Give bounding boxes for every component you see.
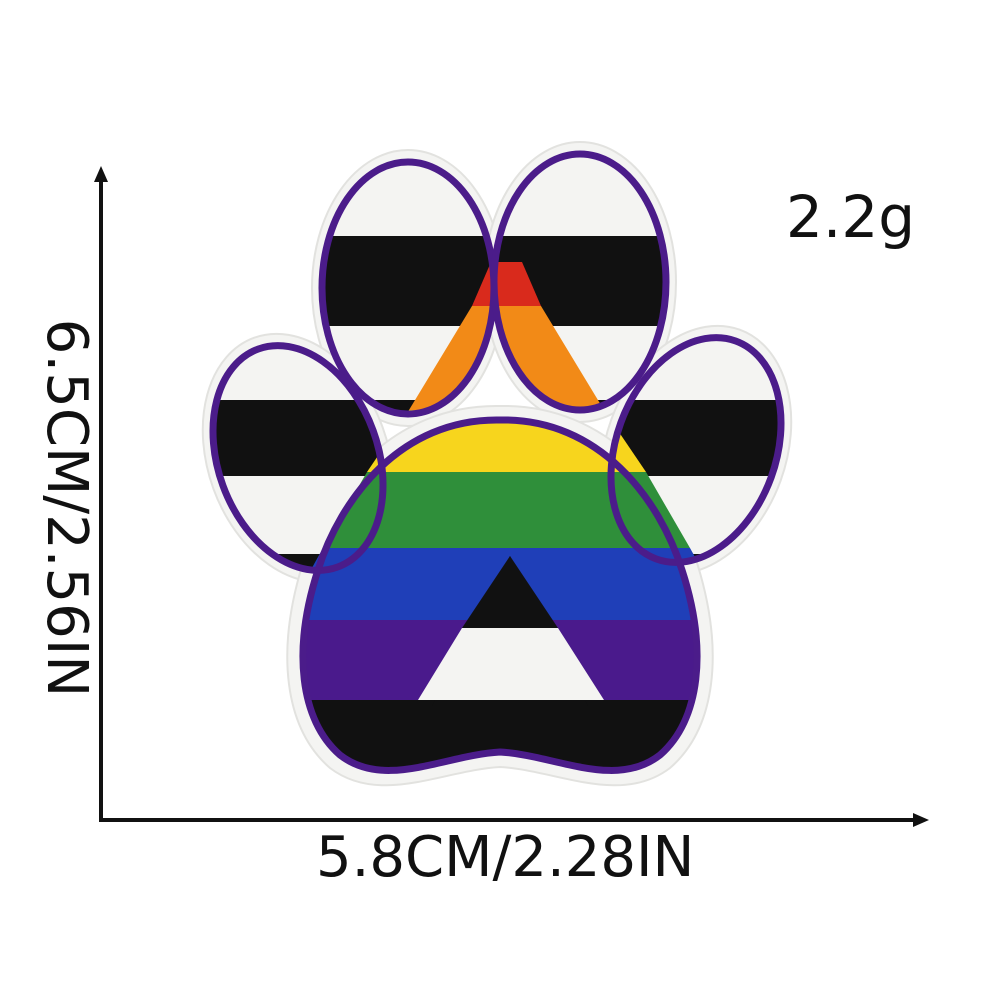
toe-outline-right <box>490 150 670 414</box>
dimension-axes <box>94 166 929 827</box>
black-triangle <box>462 556 558 628</box>
height-dimension-label: 6.5CM/2.56IN <box>34 318 99 698</box>
white-triangle-band <box>418 628 604 700</box>
vertical-axis-arrow <box>94 166 108 182</box>
weight-label: 2.2g <box>786 183 916 251</box>
width-dimension-label: 5.8CM/2.28IN <box>316 825 695 890</box>
toe-outline-far-left <box>209 342 387 574</box>
toe-outline-far-right <box>607 334 785 566</box>
pad-outline <box>299 416 701 774</box>
paw-outlines <box>209 150 785 774</box>
horizontal-axis-arrow <box>913 813 929 827</box>
